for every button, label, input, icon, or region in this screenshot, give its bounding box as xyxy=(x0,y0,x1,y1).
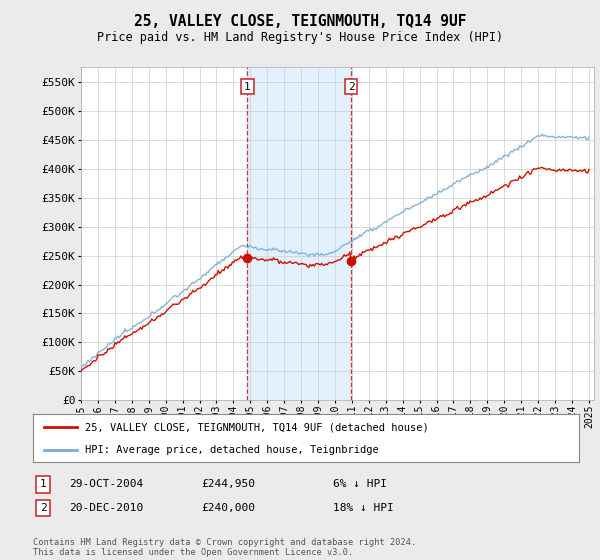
Text: 6% ↓ HPI: 6% ↓ HPI xyxy=(333,479,387,489)
Text: 18% ↓ HPI: 18% ↓ HPI xyxy=(333,503,394,513)
Text: 29-OCT-2004: 29-OCT-2004 xyxy=(69,479,143,489)
Text: Contains HM Land Registry data © Crown copyright and database right 2024.
This d: Contains HM Land Registry data © Crown c… xyxy=(33,538,416,557)
Text: 1: 1 xyxy=(244,82,251,92)
Text: £240,000: £240,000 xyxy=(201,503,255,513)
Text: 1: 1 xyxy=(40,479,47,489)
Text: 25, VALLEY CLOSE, TEIGNMOUTH, TQ14 9UF: 25, VALLEY CLOSE, TEIGNMOUTH, TQ14 9UF xyxy=(134,14,466,29)
Text: 20-DEC-2010: 20-DEC-2010 xyxy=(69,503,143,513)
Bar xyxy=(247,67,351,400)
Text: £244,950: £244,950 xyxy=(201,479,255,489)
Text: HPI: Average price, detached house, Teignbridge: HPI: Average price, detached house, Teig… xyxy=(85,445,379,455)
Text: 2: 2 xyxy=(348,82,355,92)
Text: 2: 2 xyxy=(40,503,47,513)
Text: 25, VALLEY CLOSE, TEIGNMOUTH, TQ14 9UF (detached house): 25, VALLEY CLOSE, TEIGNMOUTH, TQ14 9UF (… xyxy=(85,422,428,432)
Text: Price paid vs. HM Land Registry's House Price Index (HPI): Price paid vs. HM Land Registry's House … xyxy=(97,31,503,44)
